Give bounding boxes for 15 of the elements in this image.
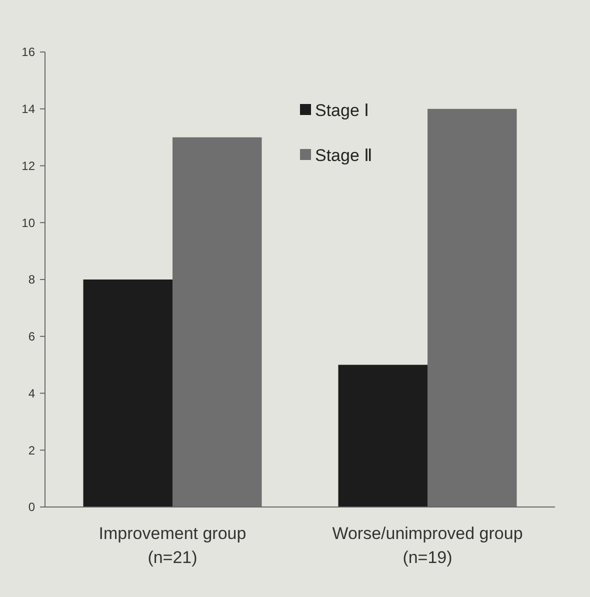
y-tick-label: 6 — [28, 330, 36, 344]
y-tick-label: 2 — [28, 443, 36, 458]
legend-label: Stage Ⅰ — [315, 100, 370, 120]
y-tick-label: 8 — [28, 272, 36, 287]
y-tick-label: 4 — [28, 386, 36, 400]
x-tick-label: Improvement group (n=21) — [98, 524, 246, 567]
legend-label: Stage Ⅱ — [315, 146, 372, 165]
y-tick-label: 14 — [22, 102, 36, 116]
bar — [338, 364, 428, 507]
y-tick-label: 12 — [22, 158, 36, 173]
y-tick-label: 0 — [28, 500, 36, 514]
y-tick-label: 10 — [22, 216, 36, 230]
bar — [83, 280, 172, 507]
x-tick-label: Worse/unimproved group (n=19) — [332, 524, 523, 567]
y-tick-label: 16 — [22, 45, 36, 60]
